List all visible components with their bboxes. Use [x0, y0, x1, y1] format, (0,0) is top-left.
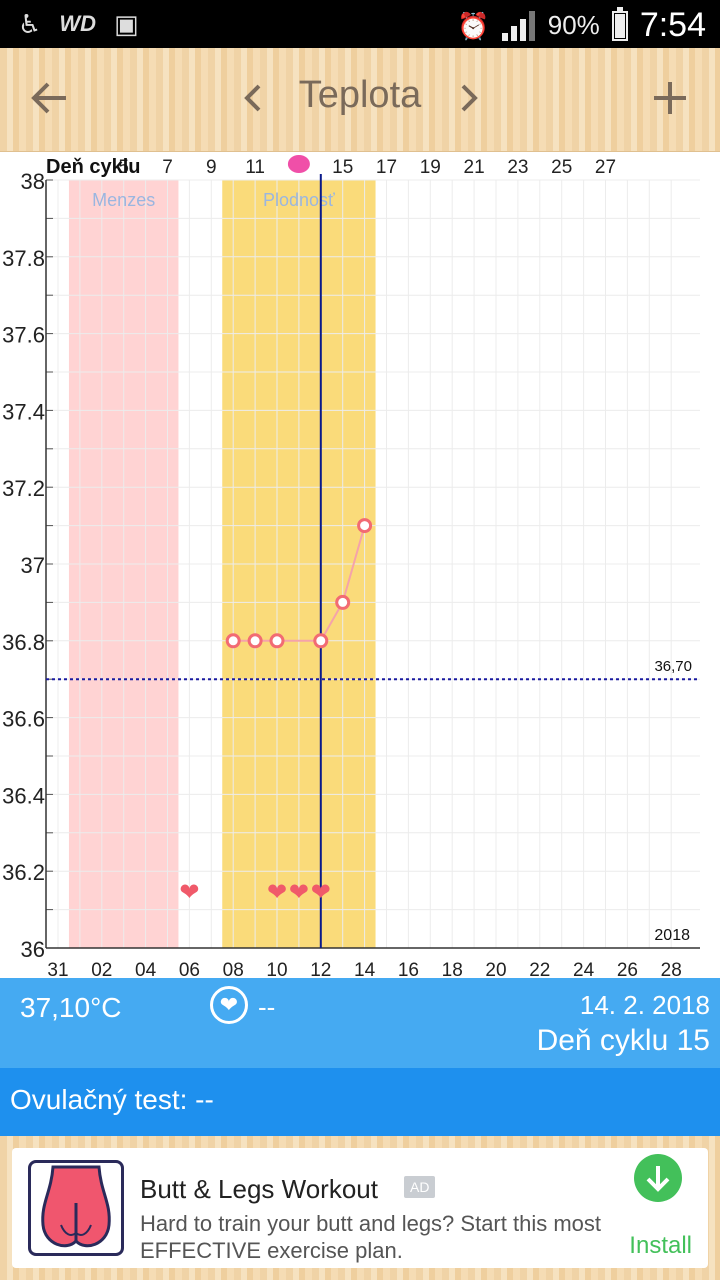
- battery-percent: 90%: [547, 10, 600, 40]
- intercourse-value: --: [258, 992, 276, 1022]
- x-tick-label: 28: [661, 960, 682, 978]
- heart-icon: ❤: [289, 878, 309, 906]
- heart-icon: ❤: [267, 878, 287, 906]
- photo-icon: ▣: [113, 9, 139, 39]
- ad-headline: Butt & Legs Workout: [140, 1174, 378, 1204]
- data-point: [313, 633, 329, 649]
- top-tick-label: 11: [245, 157, 265, 178]
- x-tick-label: 14: [354, 960, 376, 978]
- x-tick-label: 06: [179, 960, 200, 978]
- y-tick-label: 36.6: [2, 707, 45, 732]
- baseline-label: 36,70: [654, 658, 692, 675]
- data-point: [225, 633, 241, 649]
- ad-container: Butt & Legs Workout AD Hard to train you…: [0, 1136, 720, 1280]
- y-tick-label: 38: [21, 169, 45, 194]
- info-panel: 37,10°C ❤ -- 14. 2. 2018 Deň cyklu 15: [0, 978, 720, 1068]
- top-tick-label: 23: [507, 157, 528, 178]
- x-tick-label: 08: [223, 960, 244, 978]
- y-tick-label: 37.6: [2, 323, 45, 348]
- top-tick-label: 15: [332, 157, 353, 178]
- x-tick-label: 16: [398, 960, 419, 978]
- back-button[interactable]: [20, 68, 80, 128]
- page-title: Teplota: [298, 74, 422, 116]
- y-tick-label: 37: [21, 553, 45, 578]
- year-label: 2018: [654, 927, 690, 944]
- x-tick-label: 31: [47, 960, 68, 978]
- add-button[interactable]: [640, 68, 700, 128]
- x-tick-label: 10: [266, 960, 287, 978]
- y-tick-label: 36: [21, 937, 45, 962]
- x-tick-label: 04: [135, 960, 157, 978]
- next-button[interactable]: [438, 68, 498, 128]
- clock: 7:54: [639, 6, 706, 44]
- band-label: Menzes: [92, 190, 155, 210]
- status-bar: ♿ WD ▣ ⏰ 90% 7:54: [0, 0, 720, 48]
- butt-workout-icon: [28, 1160, 124, 1256]
- y-tick-label: 36.8: [2, 630, 45, 655]
- temperature-chart[interactable]: Menzes Plodnosť 38 37.8 37.6 37.4 37.2 37 36.8 36…: [0, 152, 720, 978]
- chevron-left-icon: [244, 84, 261, 112]
- heart-icon[interactable]: ❤: [210, 986, 248, 1024]
- ovulation-test-row[interactable]: Ovulačný test: --: [0, 1068, 720, 1136]
- wd-icon: WD: [59, 11, 96, 36]
- top-tick-label: 9: [206, 157, 217, 178]
- cycle-day: Deň cyklu 15: [536, 1024, 710, 1057]
- chevron-right-icon: [461, 84, 478, 112]
- ad-badge: AD: [404, 1176, 436, 1198]
- battery-icon: [611, 6, 628, 41]
- y-tick-label: 36.4: [2, 783, 45, 808]
- data-point: [335, 594, 351, 610]
- ovulation-test-label: Ovulačný test: --: [10, 1084, 214, 1115]
- selected-date: 14. 2. 2018: [579, 990, 710, 1020]
- top-axis-title: Deň cyklu: [46, 156, 140, 178]
- prev-button[interactable]: [224, 68, 284, 128]
- alarm-icon: ⏰: [457, 10, 490, 41]
- x-tick-label: 26: [617, 960, 638, 978]
- accessibility-icon: ♿: [18, 9, 42, 39]
- top-tick-label: 17: [376, 157, 397, 178]
- data-point: [357, 518, 373, 534]
- y-tick-label: 37.4: [2, 399, 45, 424]
- x-tick-label: 12: [310, 960, 331, 978]
- plus-icon: [654, 82, 686, 114]
- x-tick-label: 22: [529, 960, 550, 978]
- download-arrow-icon[interactable]: [634, 1154, 682, 1202]
- toolbar: Teplota: [0, 48, 720, 152]
- ad-body: Hard to train your butt and legs? Start …: [140, 1211, 602, 1263]
- top-tick-label: 7: [162, 157, 173, 178]
- ad-banner[interactable]: Butt & Legs Workout AD Hard to train you…: [12, 1148, 708, 1268]
- x-tick-label: 02: [91, 960, 112, 978]
- y-tick-label: 36.2: [2, 860, 45, 885]
- data-point: [247, 633, 263, 649]
- y-tick-label: 37.8: [2, 246, 45, 271]
- top-tick-label: 27: [595, 157, 616, 178]
- top-tick-label: 25: [551, 157, 572, 178]
- data-point: [269, 633, 285, 649]
- temperature-value: 37,10°C: [20, 992, 122, 1023]
- heart-icon: ❤: [179, 878, 199, 906]
- top-tick-label: 5: [118, 157, 129, 178]
- install-button[interactable]: Install: [629, 1232, 692, 1259]
- top-tick-label: 19: [420, 157, 441, 178]
- ovulation-marker-icon: [287, 155, 310, 173]
- y-tick-label: 37.2: [2, 476, 45, 501]
- signal-icon: [501, 10, 536, 41]
- chart-svg: Menzes Plodnosť 38 37.8 37.6 37.4 37.2 37 36.8 36…: [2, 155, 700, 978]
- band-label: Plodnosť: [263, 190, 335, 210]
- x-tick-label: 24: [573, 960, 595, 978]
- top-tick-label: 21: [464, 157, 485, 178]
- x-tick-label: 18: [442, 960, 463, 978]
- arrow-left-icon: [31, 82, 66, 114]
- heart-icon: ❤: [311, 878, 331, 906]
- x-tick-label: 20: [485, 960, 506, 978]
